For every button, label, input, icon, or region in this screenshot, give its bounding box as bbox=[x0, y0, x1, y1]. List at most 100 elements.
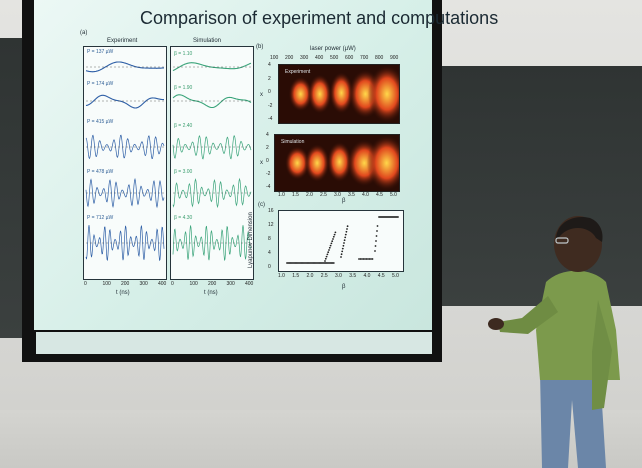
tick-label: 12 bbox=[268, 222, 274, 228]
lyapunov-point bbox=[343, 242, 345, 244]
simulation-traces bbox=[172, 62, 252, 262]
lyapunov-point bbox=[342, 244, 345, 247]
lyapunov-point bbox=[325, 255, 328, 258]
tick-label: 1.5 bbox=[292, 192, 299, 198]
tick-label: 3.0 bbox=[335, 273, 342, 279]
heat-region-2 bbox=[304, 143, 330, 183]
lyapunov-point bbox=[344, 233, 347, 236]
lyapunov-panel bbox=[278, 210, 404, 272]
exp-legend-4: P = 478 µW bbox=[87, 169, 114, 175]
lyapunov-point bbox=[330, 242, 333, 245]
projection-screen: Comparison of experiment and computation… bbox=[34, 0, 498, 330]
trace-3 bbox=[172, 134, 252, 160]
tick-label: -2 bbox=[268, 102, 273, 109]
tick-label: 2 bbox=[266, 145, 269, 151]
tick-label: 8 bbox=[268, 236, 271, 242]
tick-label: 0 bbox=[268, 264, 271, 270]
lyapunov-axis-label: Lyapunov Dimension bbox=[248, 212, 254, 268]
lyapunov-point bbox=[359, 258, 362, 260]
tick-label: 700 bbox=[360, 55, 369, 61]
trace-5 bbox=[85, 225, 165, 262]
panel-c-letter: (c) bbox=[258, 202, 265, 208]
tick-label: 900 bbox=[390, 55, 399, 61]
tick-label: 1.0 bbox=[278, 273, 285, 279]
trace-5 bbox=[172, 225, 252, 262]
tick-label: -4 bbox=[268, 116, 273, 122]
lyapunov-point bbox=[332, 238, 334, 240]
trace-4 bbox=[85, 177, 165, 209]
experiment-label: Experiment bbox=[107, 38, 138, 44]
lyapunov-point bbox=[328, 249, 330, 251]
lyapunov-point bbox=[370, 258, 372, 260]
tick-label: 0 bbox=[171, 281, 174, 287]
tick-label: 0 bbox=[84, 281, 87, 287]
lyapunov-point bbox=[367, 258, 369, 260]
experiment-traces bbox=[85, 61, 165, 262]
lyapunov-point bbox=[358, 258, 360, 260]
heat-region-1 bbox=[284, 146, 310, 180]
experiment-panel: P = 137 µW P = 174 µW P = 415 µW P = 478… bbox=[83, 46, 167, 280]
tick-label: 400 bbox=[158, 281, 167, 287]
floor bbox=[0, 410, 642, 468]
trace-2 bbox=[85, 94, 164, 109]
simulation-label: Simulation bbox=[193, 38, 222, 44]
exp-legend-2: P = 174 µW bbox=[87, 81, 114, 87]
lyapunov-point bbox=[326, 253, 329, 256]
laser-power-label: laser power (µW) bbox=[310, 46, 356, 52]
sim-legend-4: β = 3.00 bbox=[174, 169, 193, 175]
beta-label-colormap: β bbox=[342, 198, 346, 204]
trace-1 bbox=[85, 61, 164, 73]
lyapunov-point bbox=[341, 250, 344, 253]
lyapunov-point bbox=[344, 236, 347, 239]
sim-legend-2: β = 1.90 bbox=[174, 85, 193, 91]
experiment-colormap-image bbox=[288, 65, 399, 123]
tick-label: 1.0 bbox=[278, 192, 285, 198]
lyapunov-point bbox=[371, 258, 374, 260]
lyapunov-point bbox=[328, 246, 331, 249]
sim-legend-3: β = 2.40 bbox=[174, 123, 193, 129]
lyapunov-point bbox=[346, 225, 349, 228]
trace-3 bbox=[85, 134, 165, 160]
tick-label: 300 bbox=[139, 281, 148, 287]
lyapunov-point bbox=[324, 257, 327, 260]
trace-2 bbox=[172, 94, 252, 109]
lyapunov-point bbox=[374, 250, 376, 252]
tick-label: 4 bbox=[266, 132, 269, 138]
x-axis-label-bottom: x bbox=[260, 160, 263, 166]
lyapunov-point bbox=[375, 235, 378, 237]
trace-4 bbox=[172, 177, 252, 209]
lyapunov-point bbox=[362, 258, 365, 260]
tick-label: 5.0 bbox=[390, 192, 397, 198]
tick-label: 100 bbox=[270, 55, 279, 61]
tick-label: 1.5 bbox=[292, 273, 300, 279]
blackboard bbox=[420, 66, 642, 306]
tick-label: 16 bbox=[268, 208, 274, 214]
tick-label: 400 bbox=[245, 281, 254, 287]
lyapunov-point bbox=[340, 253, 343, 256]
tick-label: 4.5 bbox=[376, 192, 383, 198]
time-axis-label-simulation: t (ns) bbox=[204, 290, 218, 296]
lyapunov-point bbox=[324, 260, 326, 262]
tick-label: 2.5 bbox=[320, 192, 327, 198]
lyapunov-plot bbox=[286, 216, 399, 264]
tick-label: 300 bbox=[226, 281, 235, 287]
heat-region-2 bbox=[307, 74, 332, 114]
lyapunov-point bbox=[346, 228, 348, 230]
tick-label: 0 bbox=[266, 158, 269, 164]
tick-label: -2 bbox=[266, 171, 271, 177]
tick-label: 200 bbox=[121, 281, 130, 287]
heat-region-5 bbox=[366, 135, 399, 191]
colormap-experiment-label: Experiment bbox=[285, 69, 311, 75]
tick-label: 4.0 bbox=[362, 192, 369, 198]
tick-label: 2.0 bbox=[306, 192, 313, 198]
tick-label: 300 bbox=[300, 55, 309, 61]
exp-legend-3: P = 415 µW bbox=[87, 119, 114, 125]
tick-label: 600 bbox=[345, 55, 354, 61]
tick-label: 4.5 bbox=[377, 273, 385, 279]
tick-label: 0 bbox=[268, 89, 271, 95]
lyapunov-point bbox=[327, 251, 330, 254]
tick-label: 3.0 bbox=[334, 192, 341, 198]
tick-label: 3.5 bbox=[348, 192, 355, 198]
tick-label: 200 bbox=[285, 55, 294, 61]
lyapunov-point bbox=[343, 239, 346, 242]
